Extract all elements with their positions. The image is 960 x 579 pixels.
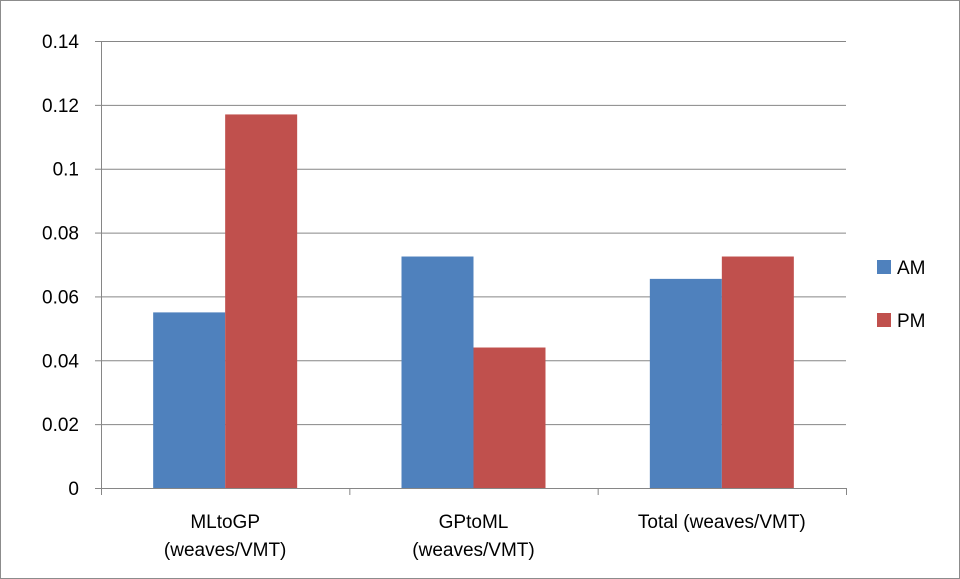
y-tick-label: 0.14 (42, 32, 79, 53)
axes (95, 41, 847, 495)
y-tick-label: 0.12 (42, 96, 79, 117)
legend-label-am: AM (897, 258, 926, 279)
y-tick-label: 0.08 (42, 224, 79, 245)
x-tick-label: (weaves/VMT) (412, 540, 534, 561)
y-tick-label: 0 (68, 479, 79, 500)
x-axis-tick-labels: MLtoGP (weaves/VMT) GPtoML (weaves/VMT) Tota… (164, 512, 806, 561)
x-tick-label: GPtoML (439, 512, 509, 533)
y-tick-label: 0.1 (53, 160, 79, 181)
y-axis-tick-labels: 0 0.02 0.04 0.06 0.08 0.1 0.12 0.14 (42, 32, 79, 500)
y-tick-label: 0.04 (42, 351, 79, 372)
x-tick-label: (weaves/VMT) (164, 540, 286, 561)
bars (153, 114, 794, 488)
legend-label-pm: PM (897, 311, 926, 332)
bar-am-0 (153, 312, 226, 488)
bar-am-1 (401, 256, 474, 488)
legend-swatch-pm (877, 313, 891, 327)
legend-swatch-am (877, 260, 891, 274)
legend: AM PM (877, 258, 926, 332)
bar-pm-0 (225, 114, 298, 488)
x-tick-label: MLtoGP (190, 512, 260, 533)
x-tick-label: Total (weaves/VMT) (638, 512, 806, 533)
bar-pm-1 (473, 347, 546, 488)
y-tick-label: 0.06 (42, 287, 79, 308)
y-tick-label: 0.02 (42, 415, 79, 436)
bar-am-2 (649, 278, 722, 488)
bar-pm-2 (721, 256, 794, 488)
